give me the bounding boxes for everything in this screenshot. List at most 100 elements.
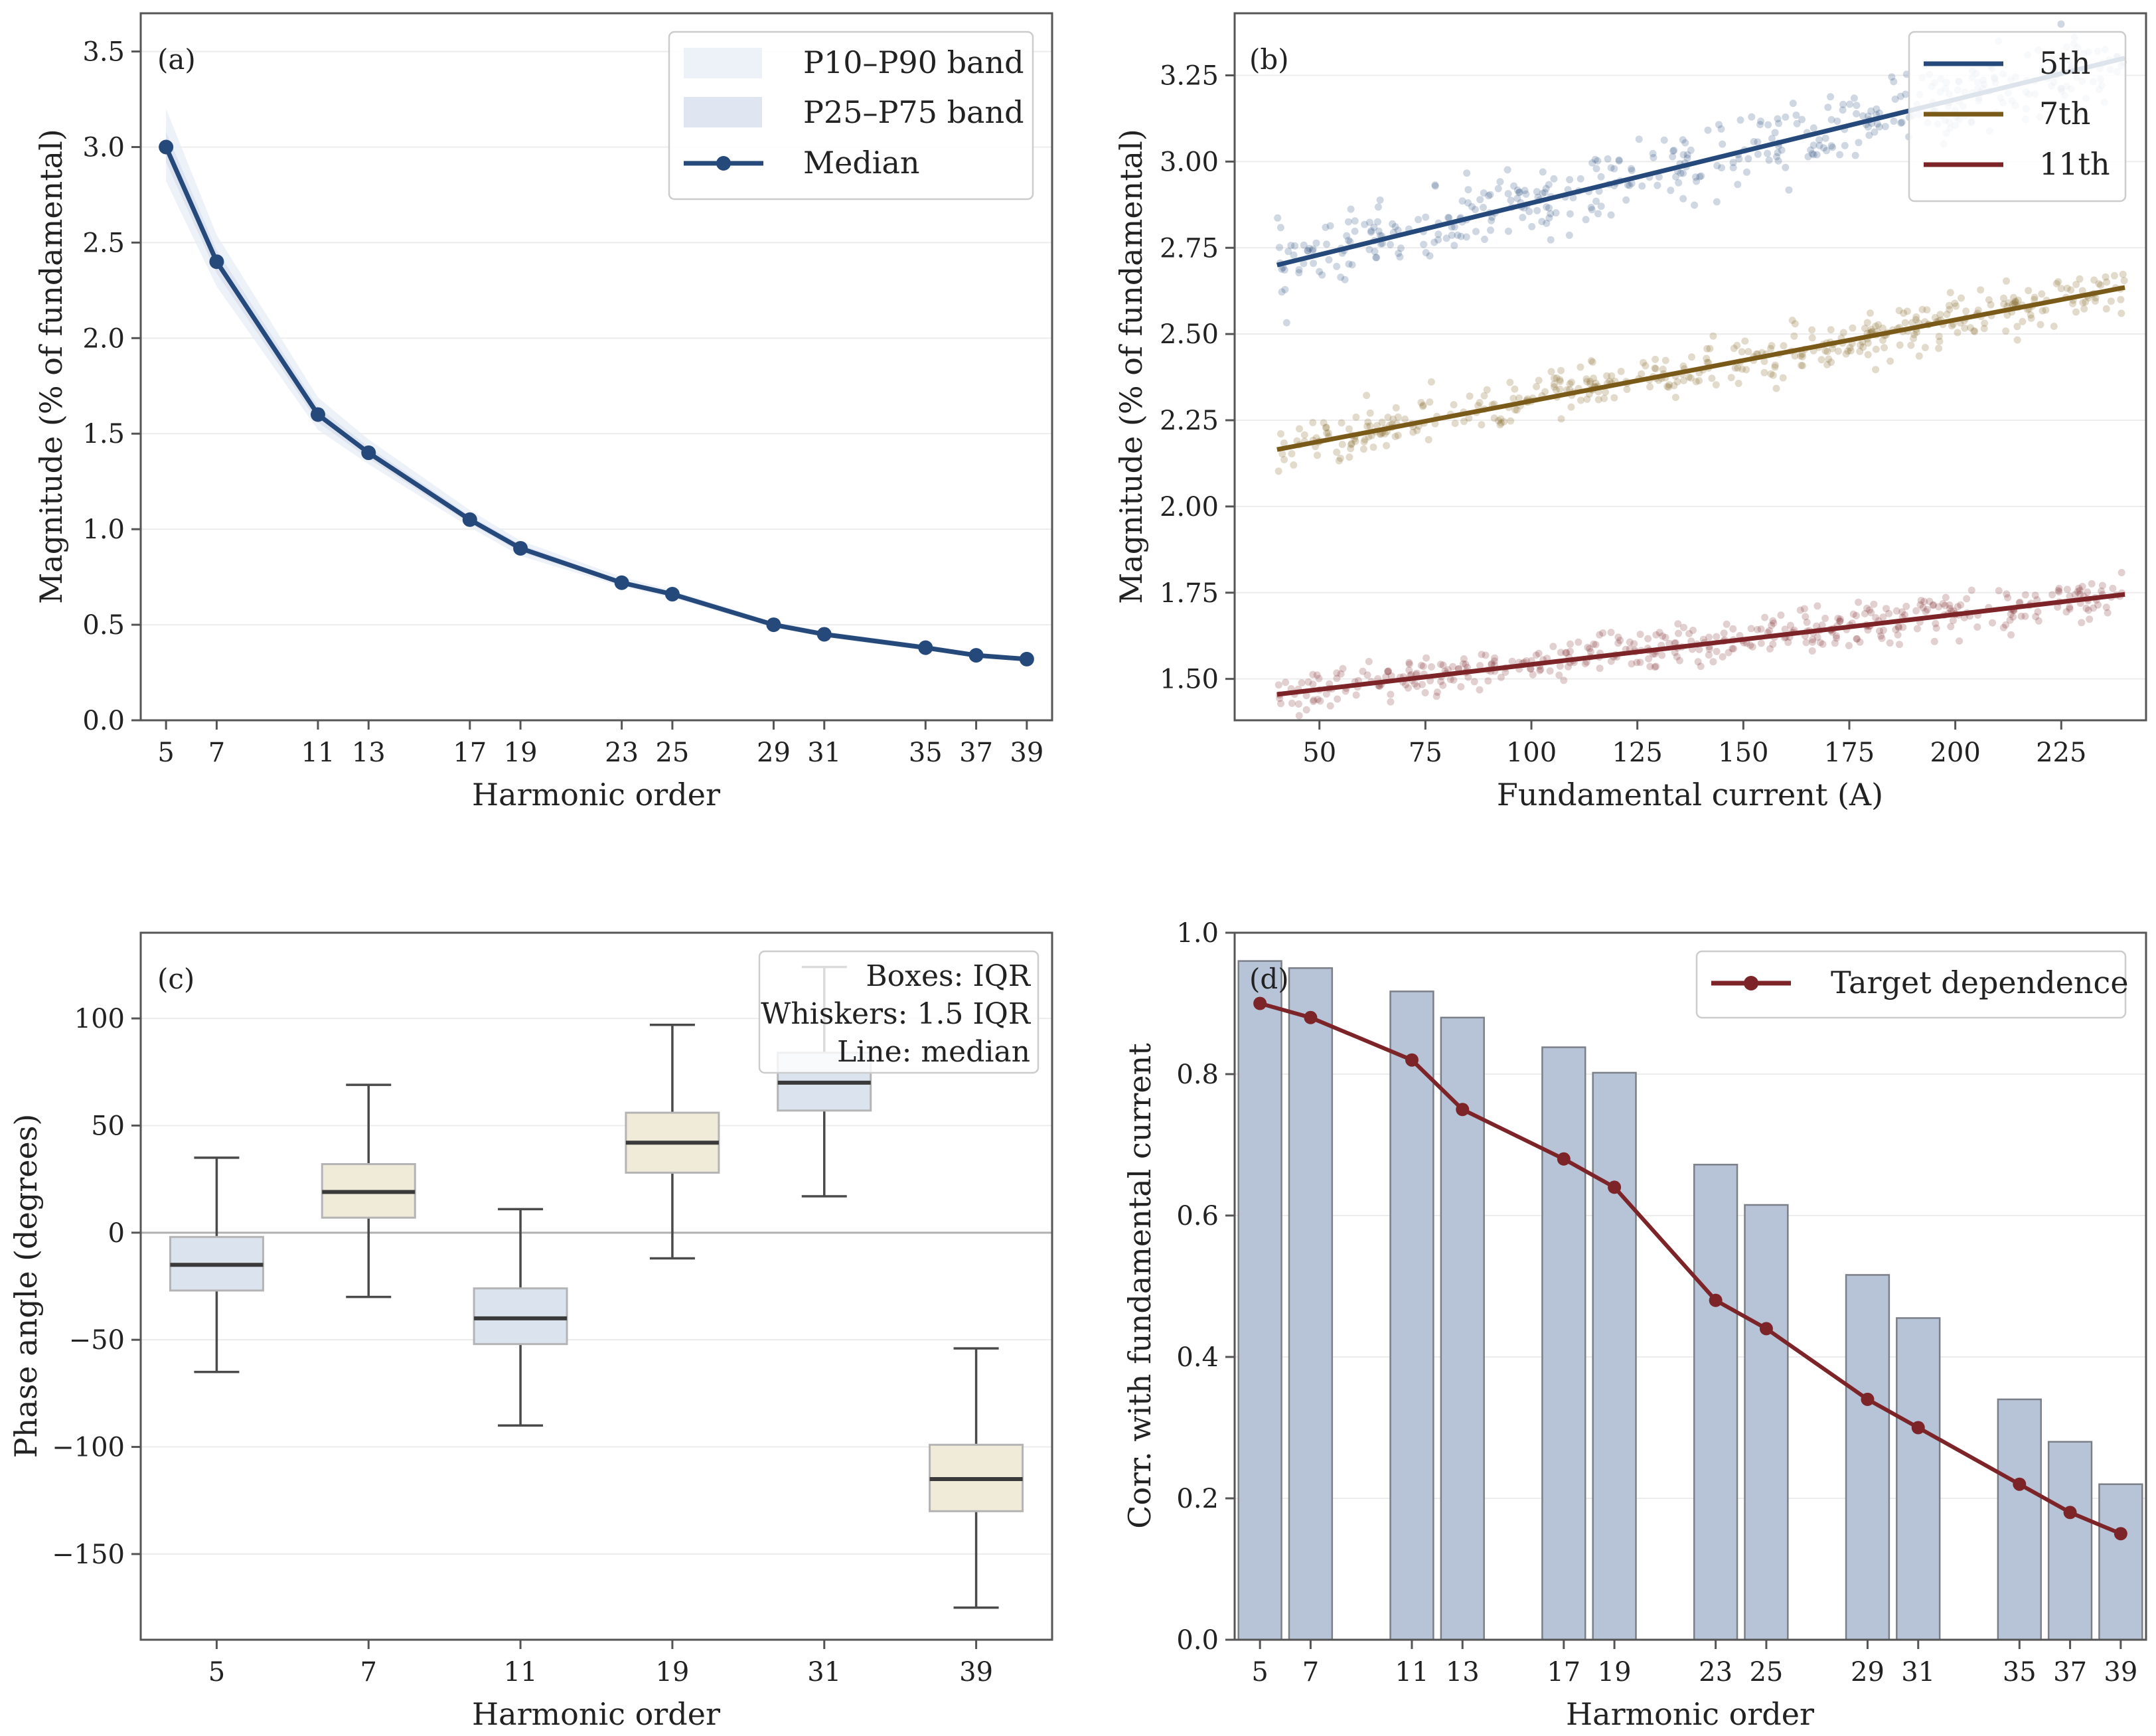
scatter-point-5th — [1867, 107, 1875, 115]
scatter-point-5th — [1276, 224, 1284, 232]
scatter-point-7th — [1617, 368, 1625, 375]
panel-a-y-tick-label: 1.5 — [82, 419, 125, 449]
scatter-point-11th — [1562, 649, 1570, 657]
panel-a-x-tick-label: 19 — [504, 738, 538, 768]
panel-d-x-tick-label: 7 — [1302, 1657, 1319, 1688]
scatter-point-5th — [1839, 100, 1847, 108]
scatter-point-11th — [1674, 620, 1682, 628]
scatter-point-7th — [1863, 319, 1871, 327]
median-point — [159, 139, 174, 155]
scatter-point-7th — [1451, 420, 1459, 428]
scatter-point-5th — [1713, 162, 1721, 170]
scatter-point-7th — [2010, 299, 2018, 307]
scatter-point-11th — [1546, 667, 1554, 675]
scatter-point-7th — [1610, 394, 1618, 402]
scatter-point-5th — [1715, 121, 1723, 129]
scatter-point-11th — [1413, 682, 1421, 690]
fit-line-11th — [1276, 592, 2125, 697]
scatter-point-5th — [1371, 248, 1379, 256]
scatter-point-5th — [1704, 126, 1712, 134]
scatter-point-7th — [1867, 309, 1874, 317]
scatter-point-11th — [1999, 623, 2007, 631]
scatter-point-7th — [1931, 314, 1939, 321]
scatter-point-7th — [1583, 378, 1591, 386]
panel-b-y-tick-label: 2.50 — [1160, 319, 1219, 350]
scatter-point-11th — [1497, 673, 1505, 681]
scatter-point-7th — [1366, 422, 1374, 430]
scatter-point-5th — [1397, 244, 1405, 252]
scatter-point-7th — [1274, 467, 1282, 475]
scatter-point-7th — [1856, 347, 1864, 355]
scatter-point-11th — [1939, 599, 1947, 607]
panel-d-x-tick-label: 37 — [2053, 1657, 2087, 1688]
legend-label-11th: 11th — [2039, 146, 2110, 182]
scatter-point-11th — [1729, 625, 1737, 633]
scatter-point-11th — [1556, 662, 1564, 670]
scatter-point-5th — [1488, 216, 1496, 224]
scatter-point-5th — [1672, 173, 1680, 181]
scatter-point-5th — [1607, 164, 1615, 172]
scatter-point-5th — [1543, 203, 1551, 211]
scatter-point-7th — [2013, 336, 2021, 344]
scatter-point-5th — [1823, 147, 1831, 155]
panel-c-y-ticks: −150 −100 −50 0 50 100 — [52, 1004, 141, 1570]
scatter-point-5th — [1807, 146, 1815, 154]
scatter-point-5th — [1375, 227, 1383, 235]
panel-b-x-tick-label: 225 — [2036, 738, 2086, 768]
panel-d-y-tick-label: 0.4 — [1176, 1342, 1219, 1373]
scatter-point-11th — [1836, 617, 1844, 625]
scatter-point-7th — [2009, 293, 2017, 301]
scatter-point-11th — [2035, 617, 2042, 625]
scatter-point-5th — [1846, 100, 1854, 108]
median-point — [1019, 651, 1034, 667]
scatter-point-11th — [1607, 629, 1615, 637]
scatter-point-7th — [1364, 418, 1372, 426]
scatter-point-5th — [1873, 120, 1881, 128]
scatter-point-7th — [1828, 345, 1836, 353]
scatter-point-5th — [1815, 141, 1823, 149]
scatter-point-7th — [1535, 376, 1543, 384]
scatter-point-7th — [1497, 415, 1505, 423]
scatter-point-5th — [1463, 169, 1471, 177]
scatter-point-11th — [1697, 663, 1705, 671]
scatter-point-7th — [1923, 306, 1931, 314]
scatter-point-7th — [1734, 380, 1742, 387]
scatter-point-7th — [1577, 396, 1584, 404]
panel-d-y-tick-label: 0.2 — [1176, 1484, 1219, 1514]
scatter-point-7th — [1623, 386, 1631, 393]
scatter-point-7th — [1948, 322, 1956, 330]
scatter-point-5th — [1434, 236, 1442, 244]
scatter-point-5th — [1322, 224, 1330, 231]
panel-c-y-tick-label: 0 — [108, 1218, 125, 1249]
scatter-point-11th — [2004, 593, 2012, 601]
scatter-point-7th — [1552, 386, 1560, 394]
scatter-point-11th — [2066, 603, 2074, 611]
scatter-point-11th — [1584, 643, 1592, 651]
scatter-point-5th — [1824, 104, 1832, 112]
scatter-point-11th — [1436, 661, 1444, 669]
scatter-point-11th — [1385, 667, 1393, 675]
scatter-point-11th — [1460, 655, 1468, 663]
scatter-point-5th — [1675, 179, 1683, 187]
scatter-point-7th — [1347, 441, 1355, 449]
median-point — [310, 407, 325, 422]
bar-h29 — [1845, 1274, 1890, 1641]
scatter-point-11th — [1671, 649, 1679, 657]
scatter-point-11th — [1853, 635, 1861, 643]
scatter-point-7th — [1360, 438, 1368, 446]
legend-marker-median — [716, 156, 731, 171]
scatter-point-7th — [1921, 344, 1929, 351]
scatter-point-7th — [1427, 378, 1435, 386]
scatter-point-7th — [1351, 437, 1359, 445]
scatter-point-7th — [1480, 392, 1488, 400]
scatter-point-7th — [1557, 366, 1565, 374]
scatter-point-11th — [1766, 645, 1774, 653]
scatter-point-7th — [2037, 321, 2044, 329]
scatter-point-7th — [1409, 428, 1417, 436]
panel-a-x-tick-label: 11 — [301, 738, 335, 768]
scatter-point-7th — [1365, 433, 1373, 441]
scatter-point-11th — [1476, 662, 1484, 670]
scatter-point-7th — [1967, 324, 1974, 332]
scatter-point-7th — [1665, 383, 1673, 391]
median-point — [513, 540, 528, 556]
